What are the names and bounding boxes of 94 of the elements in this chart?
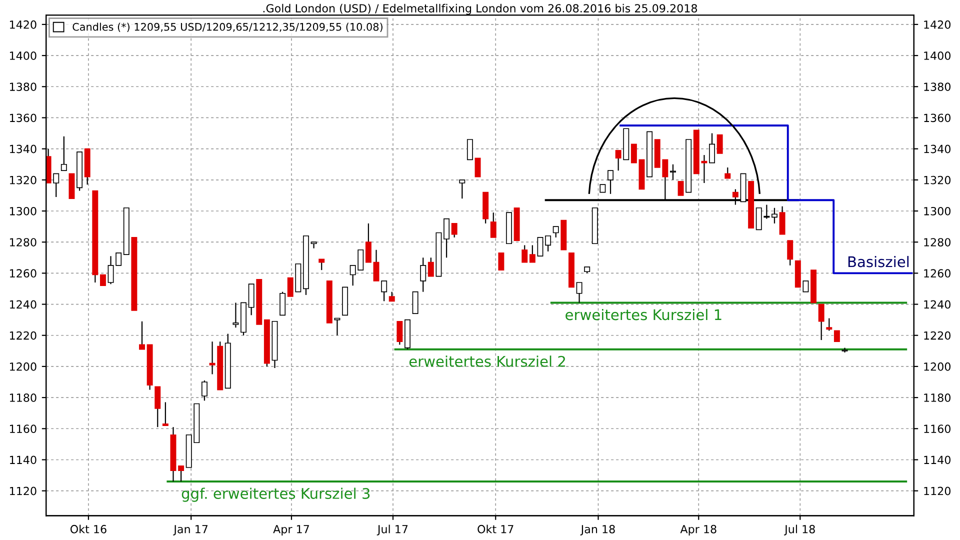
- candlestick: [787, 240, 794, 266]
- candlestick: [310, 242, 317, 249]
- y-tick-label: 1320: [10, 176, 36, 184]
- y2-tick-label: 1340: [924, 144, 950, 154]
- candlestick: [248, 284, 254, 316]
- x-tick-label: Jul 17: [376, 524, 408, 536]
- candlestick: [280, 291, 286, 316]
- x-tick-label: Jan 18: [580, 524, 615, 536]
- y2-tick-label: 1280: [924, 238, 950, 246]
- candlestick: [459, 179, 466, 200]
- candlestick: [716, 134, 723, 154]
- candlestick: [53, 173, 60, 198]
- series-label: ggf. erweitertes Kursziel 3: [182, 488, 370, 502]
- y-tick-label: 1400: [10, 52, 36, 60]
- candlestick: [608, 170, 614, 194]
- series-label: erweitertes Kursziel 1: [566, 308, 722, 320]
- candlestick: [388, 291, 395, 302]
- candlestick: [451, 222, 458, 238]
- candlestick: [412, 291, 418, 314]
- candlestick: [772, 207, 778, 224]
- y-tick-label: 1300: [10, 206, 36, 216]
- candlestick: [287, 277, 294, 297]
- candlestick: [802, 280, 809, 292]
- candlestick: [552, 226, 559, 238]
- candlestick: [154, 386, 161, 428]
- candlestick: [100, 274, 106, 286]
- y2-tick-label: 1180: [924, 394, 950, 402]
- x-tick-label: Apr 17: [273, 525, 309, 536]
- y2-tick-label: 1300: [924, 206, 950, 216]
- candlestick: [779, 206, 786, 235]
- candlestick: [529, 244, 536, 263]
- candlestick: [670, 164, 676, 180]
- candlestick: [709, 132, 716, 164]
- y2-tick-label: 1320: [924, 176, 950, 184]
- candlestick: [826, 318, 832, 332]
- y-tick-label: 1120: [10, 486, 36, 496]
- candlestick: [545, 235, 552, 252]
- candlestick: [420, 257, 426, 292]
- x-tick-label: Apr 18: [680, 524, 716, 536]
- candlestick: [522, 244, 528, 263]
- y2-tick-label: 1240: [924, 300, 950, 309]
- candlestick: [139, 320, 145, 350]
- y-tick-label: 1160: [10, 424, 36, 434]
- candlestick: [834, 330, 840, 342]
- y-tick-label: 1360: [10, 114, 36, 122]
- y2-tick-label: 1380: [924, 82, 950, 92]
- candlestick: [474, 158, 481, 178]
- chart-title: .Gold London (USD) / Edelmetallfixing London vom 26.08.2016 bis 25.09.2018: [263, 4, 698, 15]
- y2-tick-label: 1140: [924, 456, 950, 464]
- candlestick: [818, 304, 824, 341]
- candlestick: [444, 218, 450, 258]
- candlestick: [365, 222, 372, 263]
- candlestick: [630, 144, 637, 164]
- y-tick-label: 1420: [10, 20, 36, 29]
- candlestick: [162, 402, 168, 426]
- y2-tick-label: 1260: [924, 269, 950, 278]
- candlestick: [498, 252, 504, 270]
- x-tick-label: Jan 17: [173, 525, 208, 536]
- candlestick: [724, 166, 731, 179]
- candlestick: [318, 258, 325, 271]
- y-tick-label: 1380: [10, 82, 36, 92]
- candlestick: [490, 212, 496, 238]
- candlestick: [201, 380, 208, 402]
- x-tick-label: Okt 16: [70, 524, 106, 534]
- x-tick-label: Okt 17: [478, 524, 514, 534]
- candlestick: [537, 237, 544, 256]
- candlestick: [576, 282, 582, 304]
- series-label: Basisziel: [848, 256, 909, 268]
- y2-tick-label: 1120: [924, 486, 950, 496]
- y2-tick-label: 1400: [924, 52, 950, 60]
- y2-tick-label: 1420: [924, 20, 950, 29]
- legend-label: Candles (*) 1209,55 USD/1209,65/1212,35/1209,55 (10.08): [72, 22, 382, 32]
- y2-tick-label: 1160: [924, 424, 950, 434]
- y2-tick-label: 1360: [924, 114, 950, 122]
- candlestick: [232, 302, 239, 328]
- y-tick-label: 1280: [10, 238, 36, 246]
- candlestick: [396, 320, 403, 346]
- y-tick-label: 1340: [10, 144, 36, 154]
- series-label: erweitertes Kursziel 2: [409, 356, 565, 367]
- y2-tick-label: 1200: [924, 362, 950, 371]
- y-tick-label: 1260: [10, 269, 36, 278]
- candlestick: [178, 465, 184, 482]
- y-tick-label: 1220: [10, 331, 36, 340]
- y2-tick-label: 1220: [924, 331, 950, 340]
- y-tick-label: 1200: [10, 362, 36, 371]
- candlestick: [466, 139, 473, 160]
- y-tick-label: 1180: [10, 394, 36, 402]
- x-tick-label: Jul 18: [784, 524, 815, 536]
- candlestick: [381, 280, 388, 302]
- y-tick-label: 1140: [10, 456, 36, 464]
- y-tick-label: 1240: [10, 300, 36, 309]
- candlestick: [60, 136, 67, 172]
- candlestick: [373, 249, 380, 282]
- candlestick: [678, 181, 684, 196]
